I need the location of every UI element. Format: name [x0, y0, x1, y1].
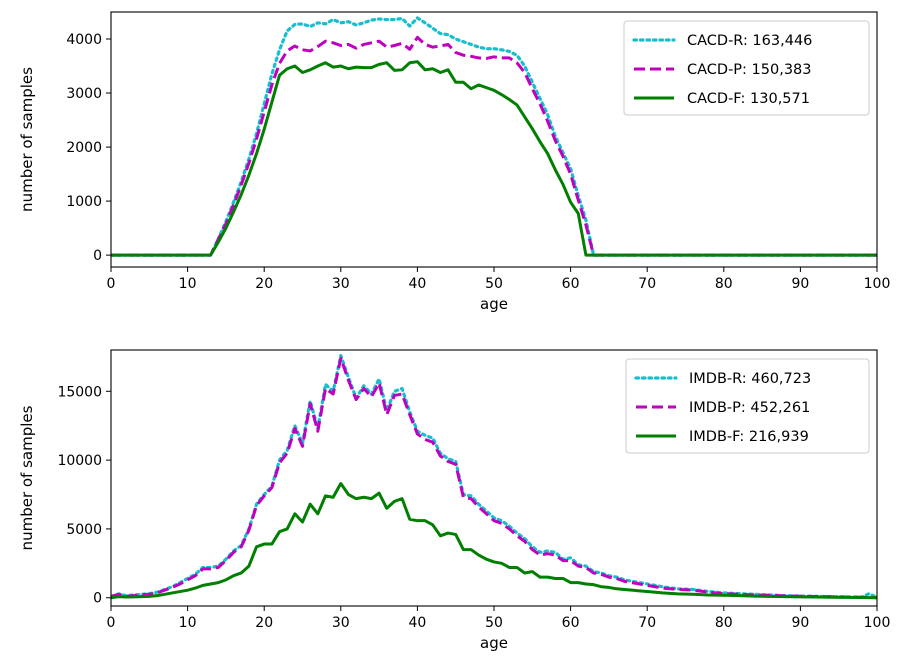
legend: CACD-R: 163,446 CACD-P: 150,383 CACD-F: 13…	[623, 20, 870, 116]
x-tick-label: 100	[864, 276, 891, 292]
imdb-age-panel: 0 10 20 30 40 50 60 70 80 90 100 0 5000 10000 15000 age…	[18, 349, 891, 652]
x-tick-label: 40	[408, 615, 426, 631]
x-tick-label: 0	[107, 615, 116, 631]
x-tick-label: 70	[638, 615, 656, 631]
series-lines	[111, 16, 877, 257]
legend-box	[625, 358, 870, 454]
series-line-2	[111, 60, 877, 257]
y-tick-label: 15000	[57, 384, 102, 400]
series-line-2	[111, 482, 877, 600]
legend-label-2: IMDB-F: 216,939	[689, 429, 809, 445]
x-tick-label: 60	[562, 615, 580, 631]
y-tick-label: 10000	[57, 453, 102, 469]
y-axis-label: number of samples	[18, 405, 36, 550]
x-tick-label: 40	[408, 276, 426, 292]
x-tick-label: 80	[715, 615, 733, 631]
x-tick-label: 50	[485, 615, 503, 631]
x-axis-label: age	[480, 634, 508, 652]
x-tick-label: 100	[864, 615, 891, 631]
x-tick-label: 20	[255, 276, 273, 292]
x-tick-label: 90	[791, 276, 809, 292]
y-tick-label: 5000	[66, 522, 102, 538]
x-tick-label: 50	[485, 276, 503, 292]
x-tick-label: 20	[255, 615, 273, 631]
y-tick-label: 1000	[66, 194, 102, 210]
legend-label-0: IMDB-R: 460,723	[689, 371, 811, 387]
cacd-age-panel: 0 10 20 30 40 50 60 70 80 90 10001000200030004000a…	[18, 11, 891, 313]
x-tick-label: 10	[179, 615, 197, 631]
legend-label-0: CACD-R: 163,446	[687, 33, 812, 49]
y-tick-label: 0	[93, 248, 102, 264]
x-tick-label: 70	[638, 276, 656, 292]
y-tick-label: 2000	[66, 140, 102, 156]
x-tick-label: 80	[715, 276, 733, 292]
series-line-1	[111, 35, 877, 257]
series-line-0	[111, 16, 877, 257]
x-tick-label: 30	[332, 276, 350, 292]
series-lines	[111, 353, 877, 600]
x-tick-label: 90	[791, 615, 809, 631]
legend-label-1: CACD-P: 150,383	[687, 62, 812, 78]
legend-label-2: CACD-F: 130,571	[687, 91, 810, 107]
legend-box	[623, 20, 870, 116]
x-axis-label: age	[480, 295, 508, 313]
legend-label-1: IMDB-P: 452,261	[689, 400, 810, 416]
x-tick-label: 30	[332, 615, 350, 631]
y-axis-label: number of samples	[18, 67, 36, 212]
y-tick-label: 0	[93, 591, 102, 607]
series-line-1	[111, 356, 877, 600]
x-tick-label: 0	[107, 276, 116, 292]
y-tick-label: 4000	[66, 32, 102, 48]
y-tick-label: 3000	[66, 86, 102, 102]
x-tick-label: 60	[562, 276, 580, 292]
x-tick-label: 10	[179, 276, 197, 292]
legend: IMDB-R: 460,723 IMDB-P: 452,261 IMDB-F: 21…	[625, 358, 870, 454]
